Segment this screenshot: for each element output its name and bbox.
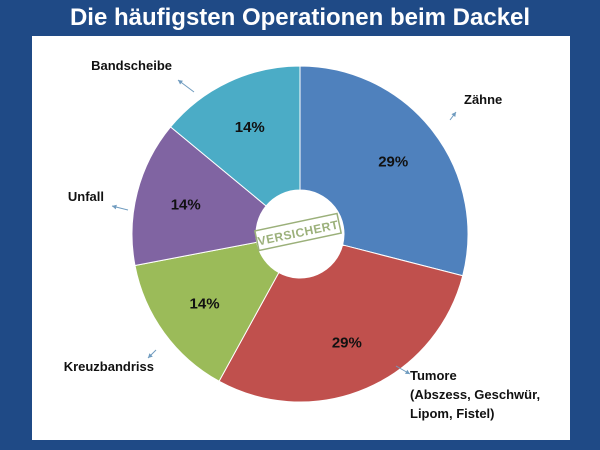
- pie-slice-2: [218, 244, 464, 403]
- pie-slice-5: [169, 65, 301, 207]
- slice-category-label-3: Kreuzbandriss: [64, 359, 154, 374]
- pie-slice-3: [134, 241, 280, 382]
- page-title: Die häufigsten Operationen beim Dackel: [69, 4, 531, 31]
- chart-panel: 29% 29% 14% 14% 14% Zähne Tumore (Abszess, Ges…: [32, 36, 570, 440]
- leader-arrowhead-2: [405, 369, 410, 374]
- donut-chart: 29% 29% 14% 14% 14% Zähne Tumore (Abszess, Ges…: [64, 58, 540, 421]
- slice-category-label-2: Tumore (Abszess, Geschwür, Lipom, Fistel): [410, 368, 540, 421]
- slice-category-label-4: Unfall: [68, 189, 104, 204]
- slice-value-label-2: 29%: [332, 334, 362, 351]
- leader-arrowhead-1: [451, 112, 456, 117]
- leader-arrowhead-5: [178, 80, 183, 85]
- leader-arrowhead-4: [112, 204, 117, 210]
- slice-value-label-1: 29%: [378, 154, 408, 171]
- slice-value-label-5: 14%: [235, 119, 265, 136]
- slice-value-label-4: 14%: [171, 197, 201, 214]
- slice-category-label-1: Zähne: [464, 92, 502, 107]
- leader-arrowhead-3: [148, 353, 153, 358]
- pie-slice-4: [131, 126, 267, 267]
- versichert-stamp: VERSICHERT: [253, 212, 343, 252]
- slice-category-label-5: Bandscheibe: [91, 58, 172, 73]
- slice-value-label-3: 14%: [190, 295, 220, 312]
- pie-slice-1: [299, 65, 469, 277]
